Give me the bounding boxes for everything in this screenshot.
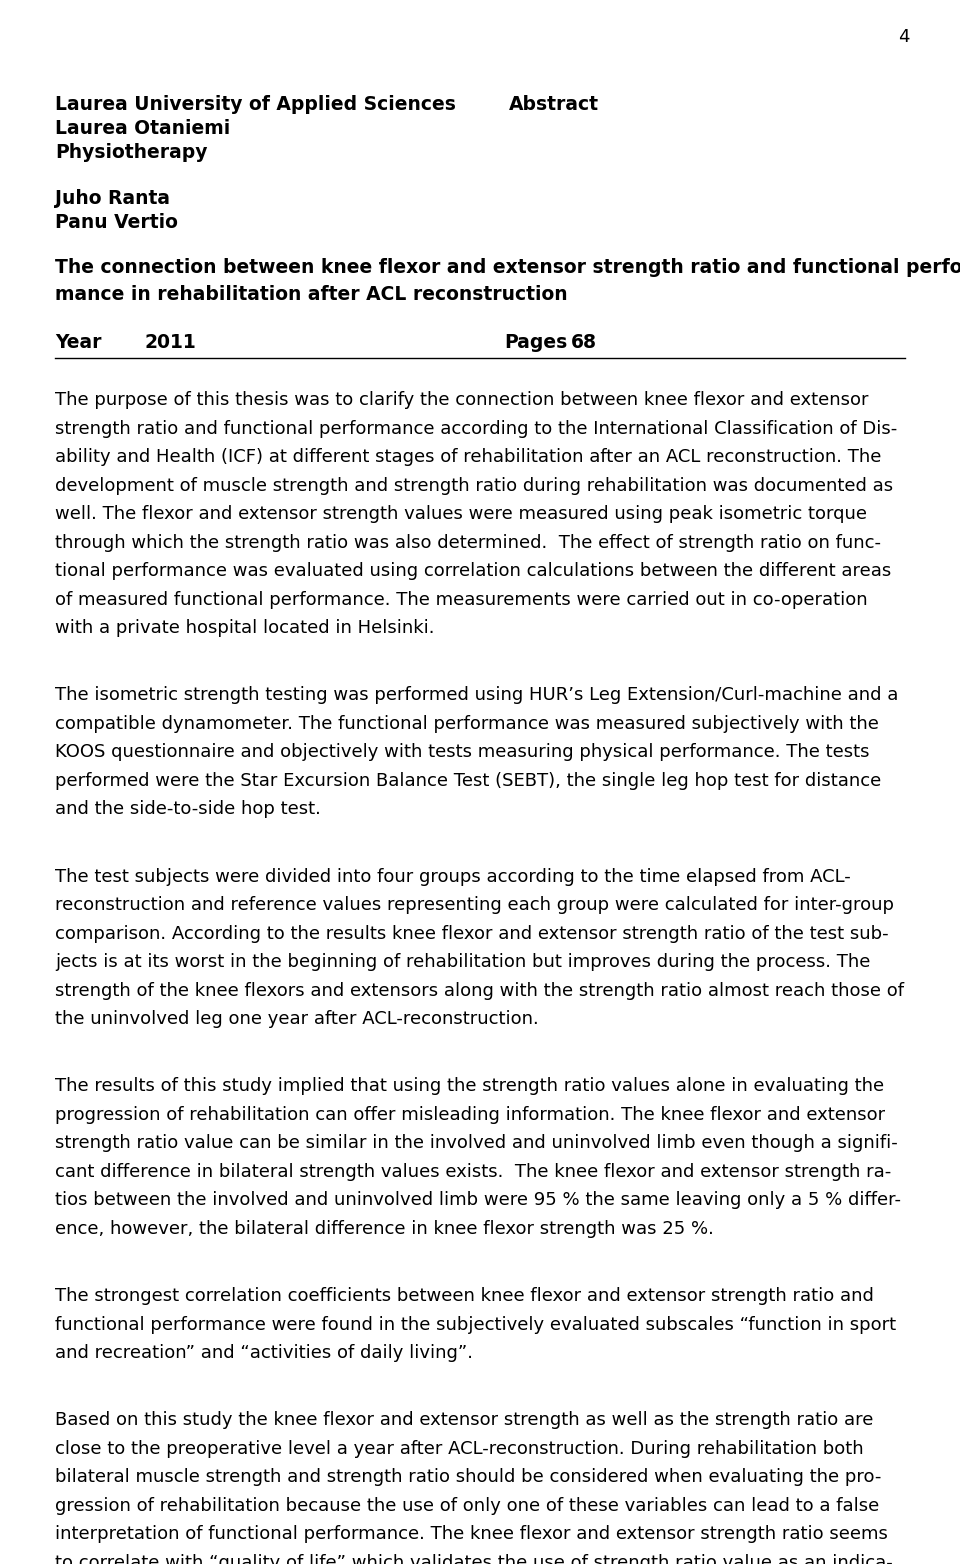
Text: Laurea University of Applied Sciences: Laurea University of Applied Sciences [55,95,456,114]
Text: performed were the Star Excursion Balance Test (SEBT), the single leg hop test f: performed were the Star Excursion Balanc… [55,773,881,790]
Text: progression of rehabilitation can offer misleading information. The knee flexor : progression of rehabilitation can offer … [55,1106,885,1125]
Text: tios between the involved and uninvolved limb were 95 % the same leaving only a : tios between the involved and uninvolved… [55,1192,901,1209]
Text: gression of rehabilitation because the use of only one of these variables can le: gression of rehabilitation because the u… [55,1497,879,1516]
Text: strength ratio and functional performance according to the International Classif: strength ratio and functional performanc… [55,419,898,438]
Text: mance in rehabilitation after ACL reconstruction: mance in rehabilitation after ACL recons… [55,285,567,303]
Text: Based on this study the knee flexor and extensor strength as well as the strengt: Based on this study the knee flexor and … [55,1411,874,1429]
Text: cant difference in bilateral strength values exists.  The knee flexor and extens: cant difference in bilateral strength va… [55,1162,891,1181]
Text: comparison. According to the results knee flexor and extensor strength ratio of : comparison. According to the results kne… [55,924,889,943]
Text: and the side-to-side hop test.: and the side-to-side hop test. [55,801,321,818]
Text: tional performance was evaluated using correlation calculations between the diff: tional performance was evaluated using c… [55,561,891,580]
Text: close to the preoperative level a year after ACL-reconstruction. During rehabili: close to the preoperative level a year a… [55,1440,864,1458]
Text: The test subjects were divided into four groups according to the time elapsed fr: The test subjects were divided into four… [55,868,851,885]
Text: 2011: 2011 [145,333,197,352]
Text: strength of the knee flexors and extensors along with the strength ratio almost : strength of the knee flexors and extenso… [55,982,904,999]
Text: ence, however, the bilateral difference in knee flexor strength was 25 %.: ence, however, the bilateral difference … [55,1220,714,1237]
Text: Abstract: Abstract [509,95,599,114]
Text: compatible dynamometer. The functional performance was measured subjectively wit: compatible dynamometer. The functional p… [55,715,878,734]
Text: through which the strength ratio was also determined.  The effect of strength ra: through which the strength ratio was als… [55,533,881,552]
Text: The purpose of this thesis was to clarify the connection between knee flexor and: The purpose of this thesis was to clarif… [55,391,869,410]
Text: of measured functional performance. The measurements were carried out in co-oper: of measured functional performance. The … [55,591,868,608]
Text: 4: 4 [899,28,910,45]
Text: bilateral muscle strength and strength ratio should be considered when evaluatin: bilateral muscle strength and strength r… [55,1469,881,1486]
Text: Panu Vertio: Panu Vertio [55,213,178,231]
Text: functional performance were found in the subjectively evaluated subscales “funct: functional performance were found in the… [55,1315,896,1334]
Text: The isometric strength testing was performed using HUR’s Leg Extension/Curl-mach: The isometric strength testing was perfo… [55,687,899,704]
Text: Physiotherapy: Physiotherapy [55,142,207,163]
Text: ability and Health (ICF) at different stages of rehabilitation after an ACL reco: ability and Health (ICF) at different st… [55,449,881,466]
Text: strength ratio value can be similar in the involved and uninvolved limb even tho: strength ratio value can be similar in t… [55,1134,898,1153]
Text: with a private hospital located in Helsinki.: with a private hospital located in Helsi… [55,619,435,637]
Text: the uninvolved leg one year after ACL-reconstruction.: the uninvolved leg one year after ACL-re… [55,1010,539,1028]
Text: Laurea Otaniemi: Laurea Otaniemi [55,119,230,138]
Text: 68: 68 [571,333,597,352]
Text: development of muscle strength and strength ratio during rehabilitation was docu: development of muscle strength and stren… [55,477,893,494]
Text: The results of this study implied that using the strength ratio values alone in : The results of this study implied that u… [55,1078,884,1095]
Text: jects is at its worst in the beginning of rehabilitation but improves during the: jects is at its worst in the beginning o… [55,952,871,971]
Text: The strongest correlation coefficients between knee flexor and extensor strength: The strongest correlation coefficients b… [55,1287,874,1304]
Text: Pages: Pages [504,333,567,352]
Text: reconstruction and reference values representing each group were calculated for : reconstruction and reference values repr… [55,896,894,915]
Text: The connection between knee flexor and extensor strength ratio and functional pe: The connection between knee flexor and e… [55,258,960,277]
Text: KOOS questionnaire and objectively with tests measuring physical performance. Th: KOOS questionnaire and objectively with … [55,743,870,762]
Text: and recreation” and “activities of daily living”.: and recreation” and “activities of daily… [55,1343,473,1362]
Text: to correlate with “quality of life” which validates the use of strength ratio va: to correlate with “quality of life” whic… [55,1553,893,1564]
Text: interpretation of functional performance. The knee flexor and extensor strength : interpretation of functional performance… [55,1525,888,1544]
Text: Juho Ranta: Juho Ranta [55,189,170,208]
Text: well. The flexor and extensor strength values were measured using peak isometric: well. The flexor and extensor strength v… [55,505,867,524]
Text: Year: Year [55,333,102,352]
